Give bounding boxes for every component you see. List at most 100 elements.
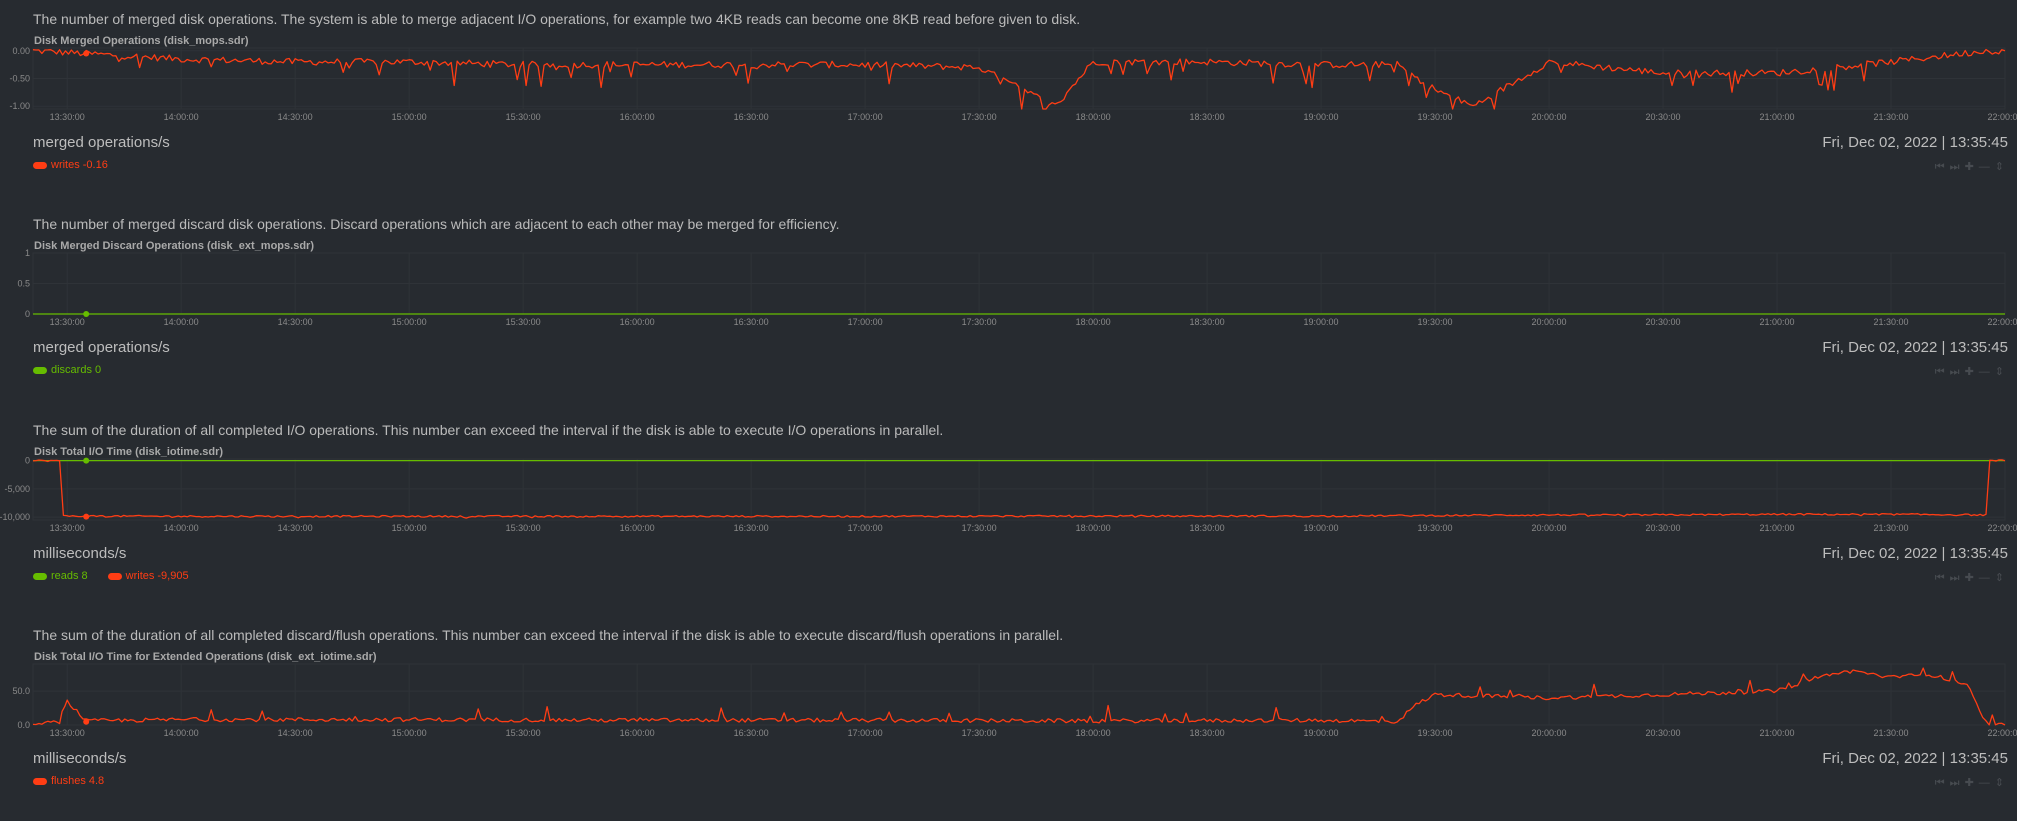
x-tick-label: 16:30:00 <box>734 728 769 738</box>
x-tick-label: 14:30:00 <box>278 728 313 738</box>
legend-item-writes[interactable]: writes -0.16 <box>33 159 108 171</box>
y-tick-label: -0.50 <box>9 74 30 84</box>
chart-legend: writes -0.16 <box>33 159 128 173</box>
chart-datetime: Fri, Dec 02, 2022 | 13:35:45 <box>1822 545 2008 562</box>
series-point-flushes <box>83 718 90 725</box>
chart-units: milliseconds/s <box>33 750 127 767</box>
legend-name: flushes <box>51 775 86 788</box>
legend-item-flushes[interactable]: flushes 4.8 <box>33 775 104 787</box>
x-tick-label: 16:00:00 <box>620 728 655 738</box>
series-point-discards <box>83 311 90 317</box>
legend-color-dot <box>33 161 47 169</box>
chart-datetime: Fri, Dec 02, 2022 | 13:35:45 <box>1822 134 2008 151</box>
pan-right-icon[interactable]: ⏭ <box>1949 777 1963 789</box>
y-tick-label: 0 <box>25 456 30 466</box>
x-tick-label: 18:30:00 <box>1190 728 1225 738</box>
pan-left-icon[interactable]: ⏮ <box>1934 572 1948 584</box>
zoom-in-icon[interactable]: ✚ <box>1964 572 1977 584</box>
resize-handle-icon[interactable]: ⇕ <box>1994 366 2007 378</box>
x-tick-label: 21:00:00 <box>1759 112 1794 122</box>
x-tick-label: 21:00:00 <box>1759 728 1794 738</box>
x-tick-label: 16:00:00 <box>620 317 655 327</box>
x-tick-label: 18:30:00 <box>1190 317 1225 327</box>
chart-plot[interactable]: 13:30:00 14:00:00 14:30:00 15:00:00 15:30:00… <box>0 245 2017 327</box>
resize-handle-icon[interactable]: ⇕ <box>1994 572 2007 584</box>
zoom-out-icon[interactable]: — <box>1978 161 1993 173</box>
legend-name: reads <box>51 570 79 583</box>
pan-left-icon[interactable]: ⏮ <box>1934 161 1948 173</box>
x-tick-label: 17:30:00 <box>962 112 997 122</box>
legend-item-discards[interactable]: discards 0 <box>33 364 101 376</box>
legend-color-dot <box>33 572 47 580</box>
chart-title: Disk Total I/O Time (disk_iotime.sdr) <box>34 446 224 458</box>
plot-area <box>32 458 2006 521</box>
series-point-writes <box>83 513 90 520</box>
x-tick-label: 20:00:00 <box>1532 317 1567 327</box>
x-tick-label: 21:00:00 <box>1759 523 1794 533</box>
zoom-in-icon[interactable]: ✚ <box>1964 366 1977 378</box>
zoom-out-icon[interactable]: — <box>1978 777 1993 789</box>
legend-item-writes[interactable]: writes -9,905 <box>107 570 189 583</box>
x-tick-label: 13:30:00 <box>50 523 85 533</box>
x-tick-label: 15:00:00 <box>392 317 427 327</box>
x-tick-label: 18:00:00 <box>1076 523 1111 533</box>
chart-units: milliseconds/s <box>33 545 127 562</box>
chart-toolbox: ⏮ ⏭ ✚ — ⇕ <box>1933 365 2007 379</box>
legend-value: -0.16 <box>82 159 108 172</box>
legend-name: writes <box>125 570 155 583</box>
zoom-in-icon[interactable]: ✚ <box>1964 161 1977 173</box>
pan-right-icon[interactable]: ⏭ <box>1949 366 1963 378</box>
x-tick-label: 22:00:00 <box>1987 728 2017 738</box>
x-tick-label: 19:00:00 <box>1304 728 1339 738</box>
x-tick-label: 22:00:00 <box>1987 317 2017 327</box>
x-tick-label: 18:30:00 <box>1190 112 1225 122</box>
x-tick-label: 17:00:00 <box>848 112 883 122</box>
x-tick-label: 15:30:00 <box>506 523 541 533</box>
x-tick-label: 18:00:00 <box>1076 112 1111 122</box>
zoom-in-icon[interactable]: ✚ <box>1964 777 1977 789</box>
chart-units: merged operations/s <box>33 339 170 356</box>
x-tick-label: 13:30:00 <box>50 317 85 327</box>
zoom-out-icon[interactable]: — <box>1978 366 1993 378</box>
x-tick-label: 18:30:00 <box>1190 523 1225 533</box>
y-tick-label: 0.0 <box>17 720 30 730</box>
x-tick-label: 22:00:00 <box>1987 523 2017 533</box>
chart-legend: discards 0 <box>33 364 121 378</box>
legend-item-reads[interactable]: reads 8 <box>33 570 88 582</box>
x-tick-label: 15:00:00 <box>392 728 427 738</box>
chart-plot[interactable]: 13:30:00 14:00:00 14:30:00 15:00:00 15:30:00… <box>0 451 2017 533</box>
x-tick-label: 20:30:00 <box>1646 317 1681 327</box>
zoom-out-icon[interactable]: — <box>1978 572 1993 584</box>
chart-section: The sum of the duration of all completed… <box>0 616 2017 821</box>
chart-plot[interactable]: 13:30:00 14:00:00 14:30:00 15:00:00 15:30:00… <box>0 656 2017 738</box>
x-tick-label: 21:30:00 <box>1873 112 1908 122</box>
x-tick-label: 17:30:00 <box>962 728 997 738</box>
x-tick-label: 17:00:00 <box>848 523 883 533</box>
pan-left-icon[interactable]: ⏮ <box>1934 777 1948 789</box>
x-tick-label: 14:30:00 <box>278 523 313 533</box>
x-tick-label: 14:00:00 <box>164 523 199 533</box>
x-tick-label: 18:00:00 <box>1076 728 1111 738</box>
x-tick-label: 20:30:00 <box>1646 523 1681 533</box>
pan-right-icon[interactable]: ⏭ <box>1949 572 1963 584</box>
x-tick-label: 19:00:00 <box>1304 112 1339 122</box>
resize-handle-icon[interactable]: ⇕ <box>1994 777 2007 789</box>
resize-handle-icon[interactable]: ⇕ <box>1994 161 2007 173</box>
chart-toolbox: ⏮ ⏭ ✚ — ⇕ <box>1933 571 2007 585</box>
pan-left-icon[interactable]: ⏮ <box>1934 366 1948 378</box>
y-tick-label: -10,000 <box>0 512 30 522</box>
x-tick-label: 17:00:00 <box>848 317 883 327</box>
series-line-writes <box>32 459 2006 519</box>
x-tick-label: 14:00:00 <box>164 728 199 738</box>
x-tick-label: 13:30:00 <box>50 112 85 122</box>
chart-section: The sum of the duration of all completed… <box>0 411 2017 616</box>
x-tick-label: 14:00:00 <box>164 317 199 327</box>
chart-toolbox: ⏮ ⏭ ✚ — ⇕ <box>1933 160 2007 174</box>
x-tick-label: 16:30:00 <box>734 112 769 122</box>
pan-right-icon[interactable]: ⏭ <box>1949 161 1963 173</box>
chart-toolbox: ⏮ ⏭ ✚ — ⇕ <box>1933 776 2007 790</box>
x-tick-label: 21:00:00 <box>1759 317 1794 327</box>
x-tick-label: 18:00:00 <box>1076 317 1111 327</box>
chart-plot[interactable]: 13:30:00 14:00:00 14:30:00 15:00:00 15:30:00… <box>0 40 2017 122</box>
y-tick-label: 0.5 <box>17 279 30 289</box>
